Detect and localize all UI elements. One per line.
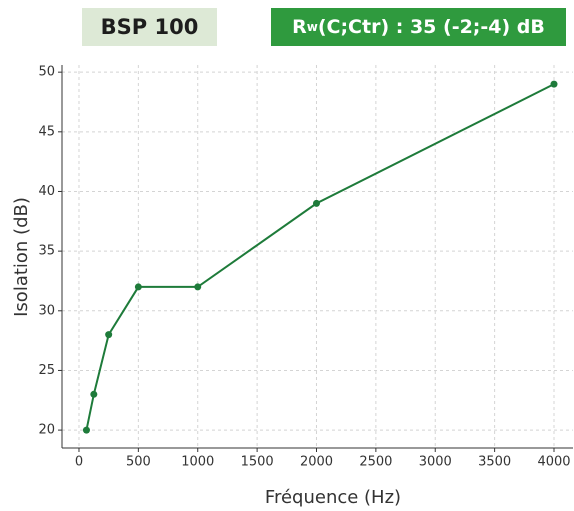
- x-axis-label: Fréquence (Hz): [265, 487, 401, 508]
- y-tick-label: 25: [38, 363, 55, 378]
- x-tick-label: 3000: [419, 455, 452, 470]
- data-line: [85, 83, 555, 431]
- y-tick-label: 30: [38, 303, 55, 318]
- y-tick-label: 35: [38, 244, 55, 259]
- data-point: [312, 199, 320, 207]
- y-tick-label: 40: [38, 184, 55, 199]
- rating-text: (C;Ctr) : 35 (-2;-4) dB: [317, 16, 545, 38]
- data-point: [105, 331, 113, 339]
- rating-symbol: R: [292, 16, 307, 38]
- x-tick-label: 1500: [241, 455, 274, 470]
- x-tick-label: 0: [75, 455, 83, 470]
- y-tick-label: 50: [38, 65, 55, 80]
- x-tick-label: 4000: [537, 455, 570, 470]
- product-badge: BSP 100: [82, 8, 217, 46]
- x-tick-label: 3500: [478, 455, 511, 470]
- data-point: [550, 80, 558, 88]
- x-tick-label: 2000: [300, 455, 333, 470]
- rating-subscript: w: [306, 20, 318, 34]
- data-point: [82, 426, 90, 434]
- data-point: [194, 283, 202, 291]
- data-point: [90, 390, 98, 398]
- y-tick-label: 20: [38, 423, 55, 438]
- data-point: [134, 283, 142, 291]
- x-tick-label: 500: [126, 455, 151, 470]
- y-axis-label: Isolation (dB): [11, 197, 32, 317]
- product-label: BSP 100: [100, 15, 199, 39]
- y-tick-label: 45: [38, 124, 55, 139]
- x-tick-label: 1000: [181, 455, 214, 470]
- x-tick-label: 2500: [359, 455, 392, 470]
